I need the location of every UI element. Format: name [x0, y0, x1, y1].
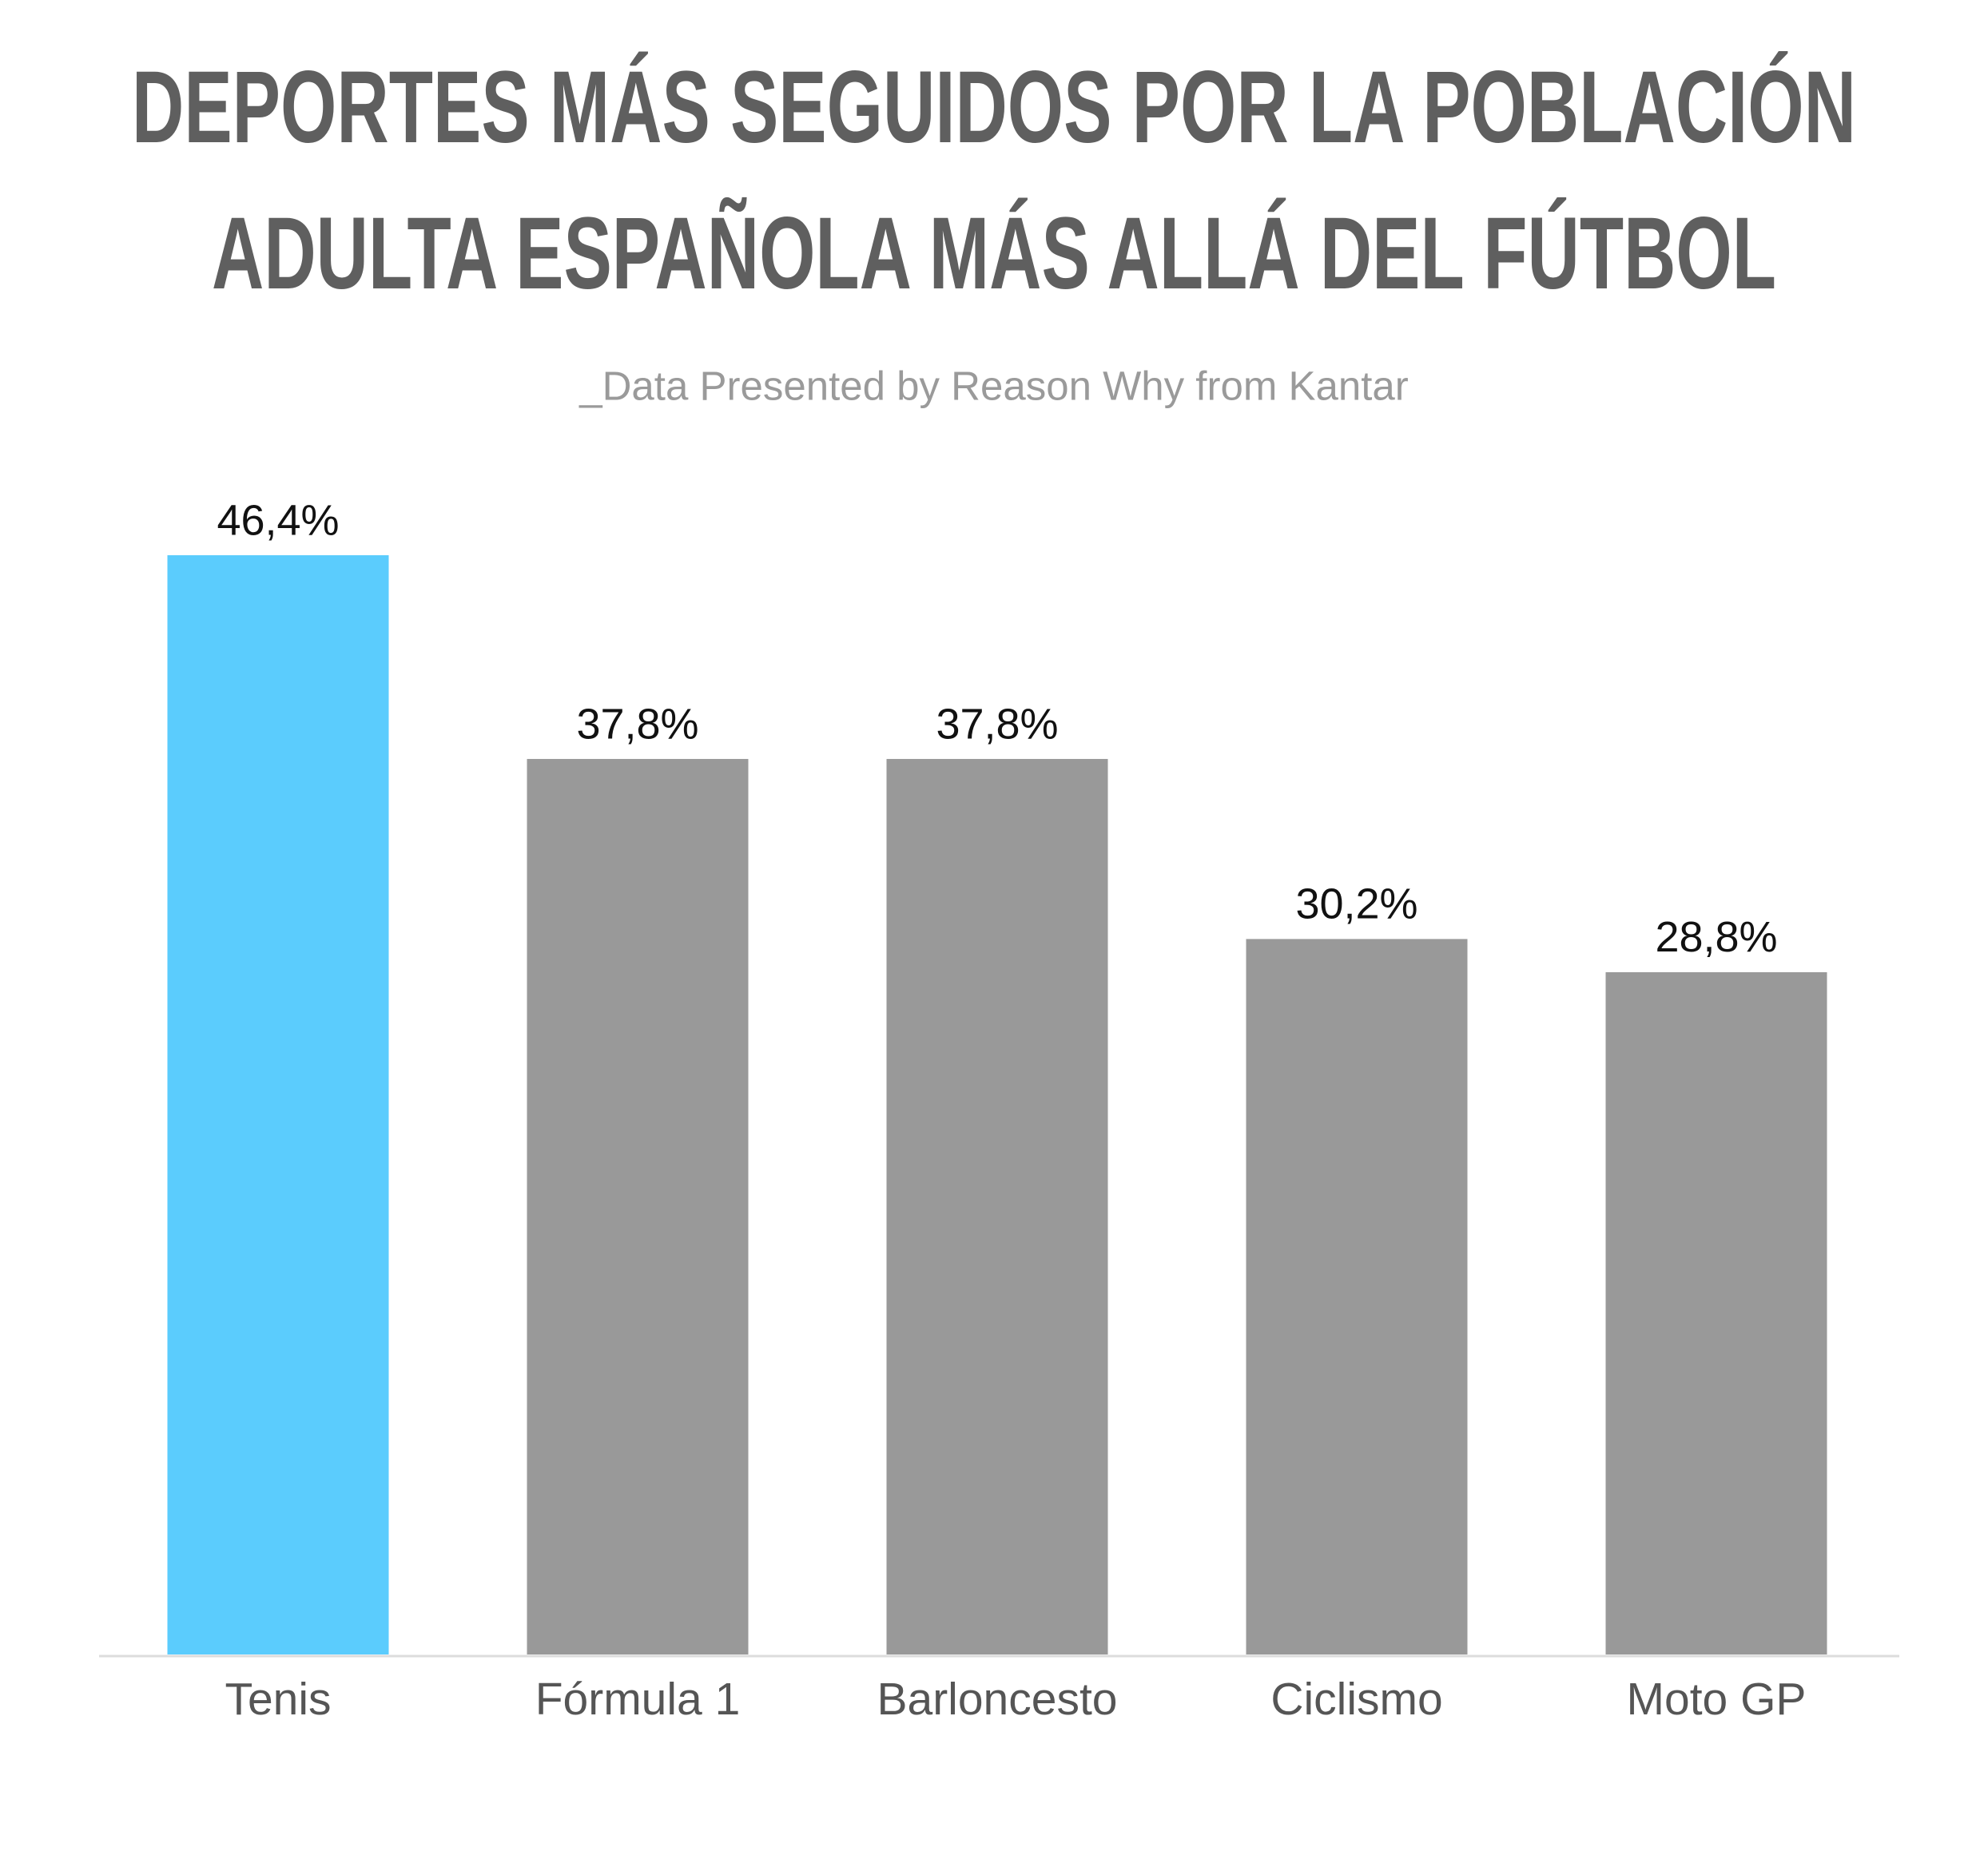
x-tick-label: Barloncesto [877, 1674, 1117, 1725]
bar [886, 759, 1108, 1655]
bar [527, 759, 749, 1655]
chart-subtitle: _Data Presented by Reason Why from Kanta… [579, 363, 1409, 408]
bar [1605, 971, 1827, 1654]
chart-title: ADULTA ESPAÑOLA MÁS ALLÁ DEL FÚTBOL [212, 197, 1776, 311]
bar [167, 555, 389, 1654]
value-label: 28,8% [1655, 913, 1777, 961]
x-tick-label: Ciclismo [1270, 1674, 1442, 1725]
x-tick-label: Moto GP [1627, 1674, 1807, 1725]
chart-title: DEPORTES MÁS SEGUIDOS POR LA POBLACIÓN [132, 50, 1856, 165]
value-label: 46,4% [217, 496, 339, 544]
x-tick-label: Fórmula 1 [535, 1674, 741, 1725]
x-tick-label: Tenis [225, 1674, 331, 1725]
value-label: 37,8% [576, 700, 698, 748]
value-label: 30,2% [1295, 880, 1417, 928]
value-label: 37,8% [936, 700, 1058, 748]
bar [1246, 939, 1468, 1654]
